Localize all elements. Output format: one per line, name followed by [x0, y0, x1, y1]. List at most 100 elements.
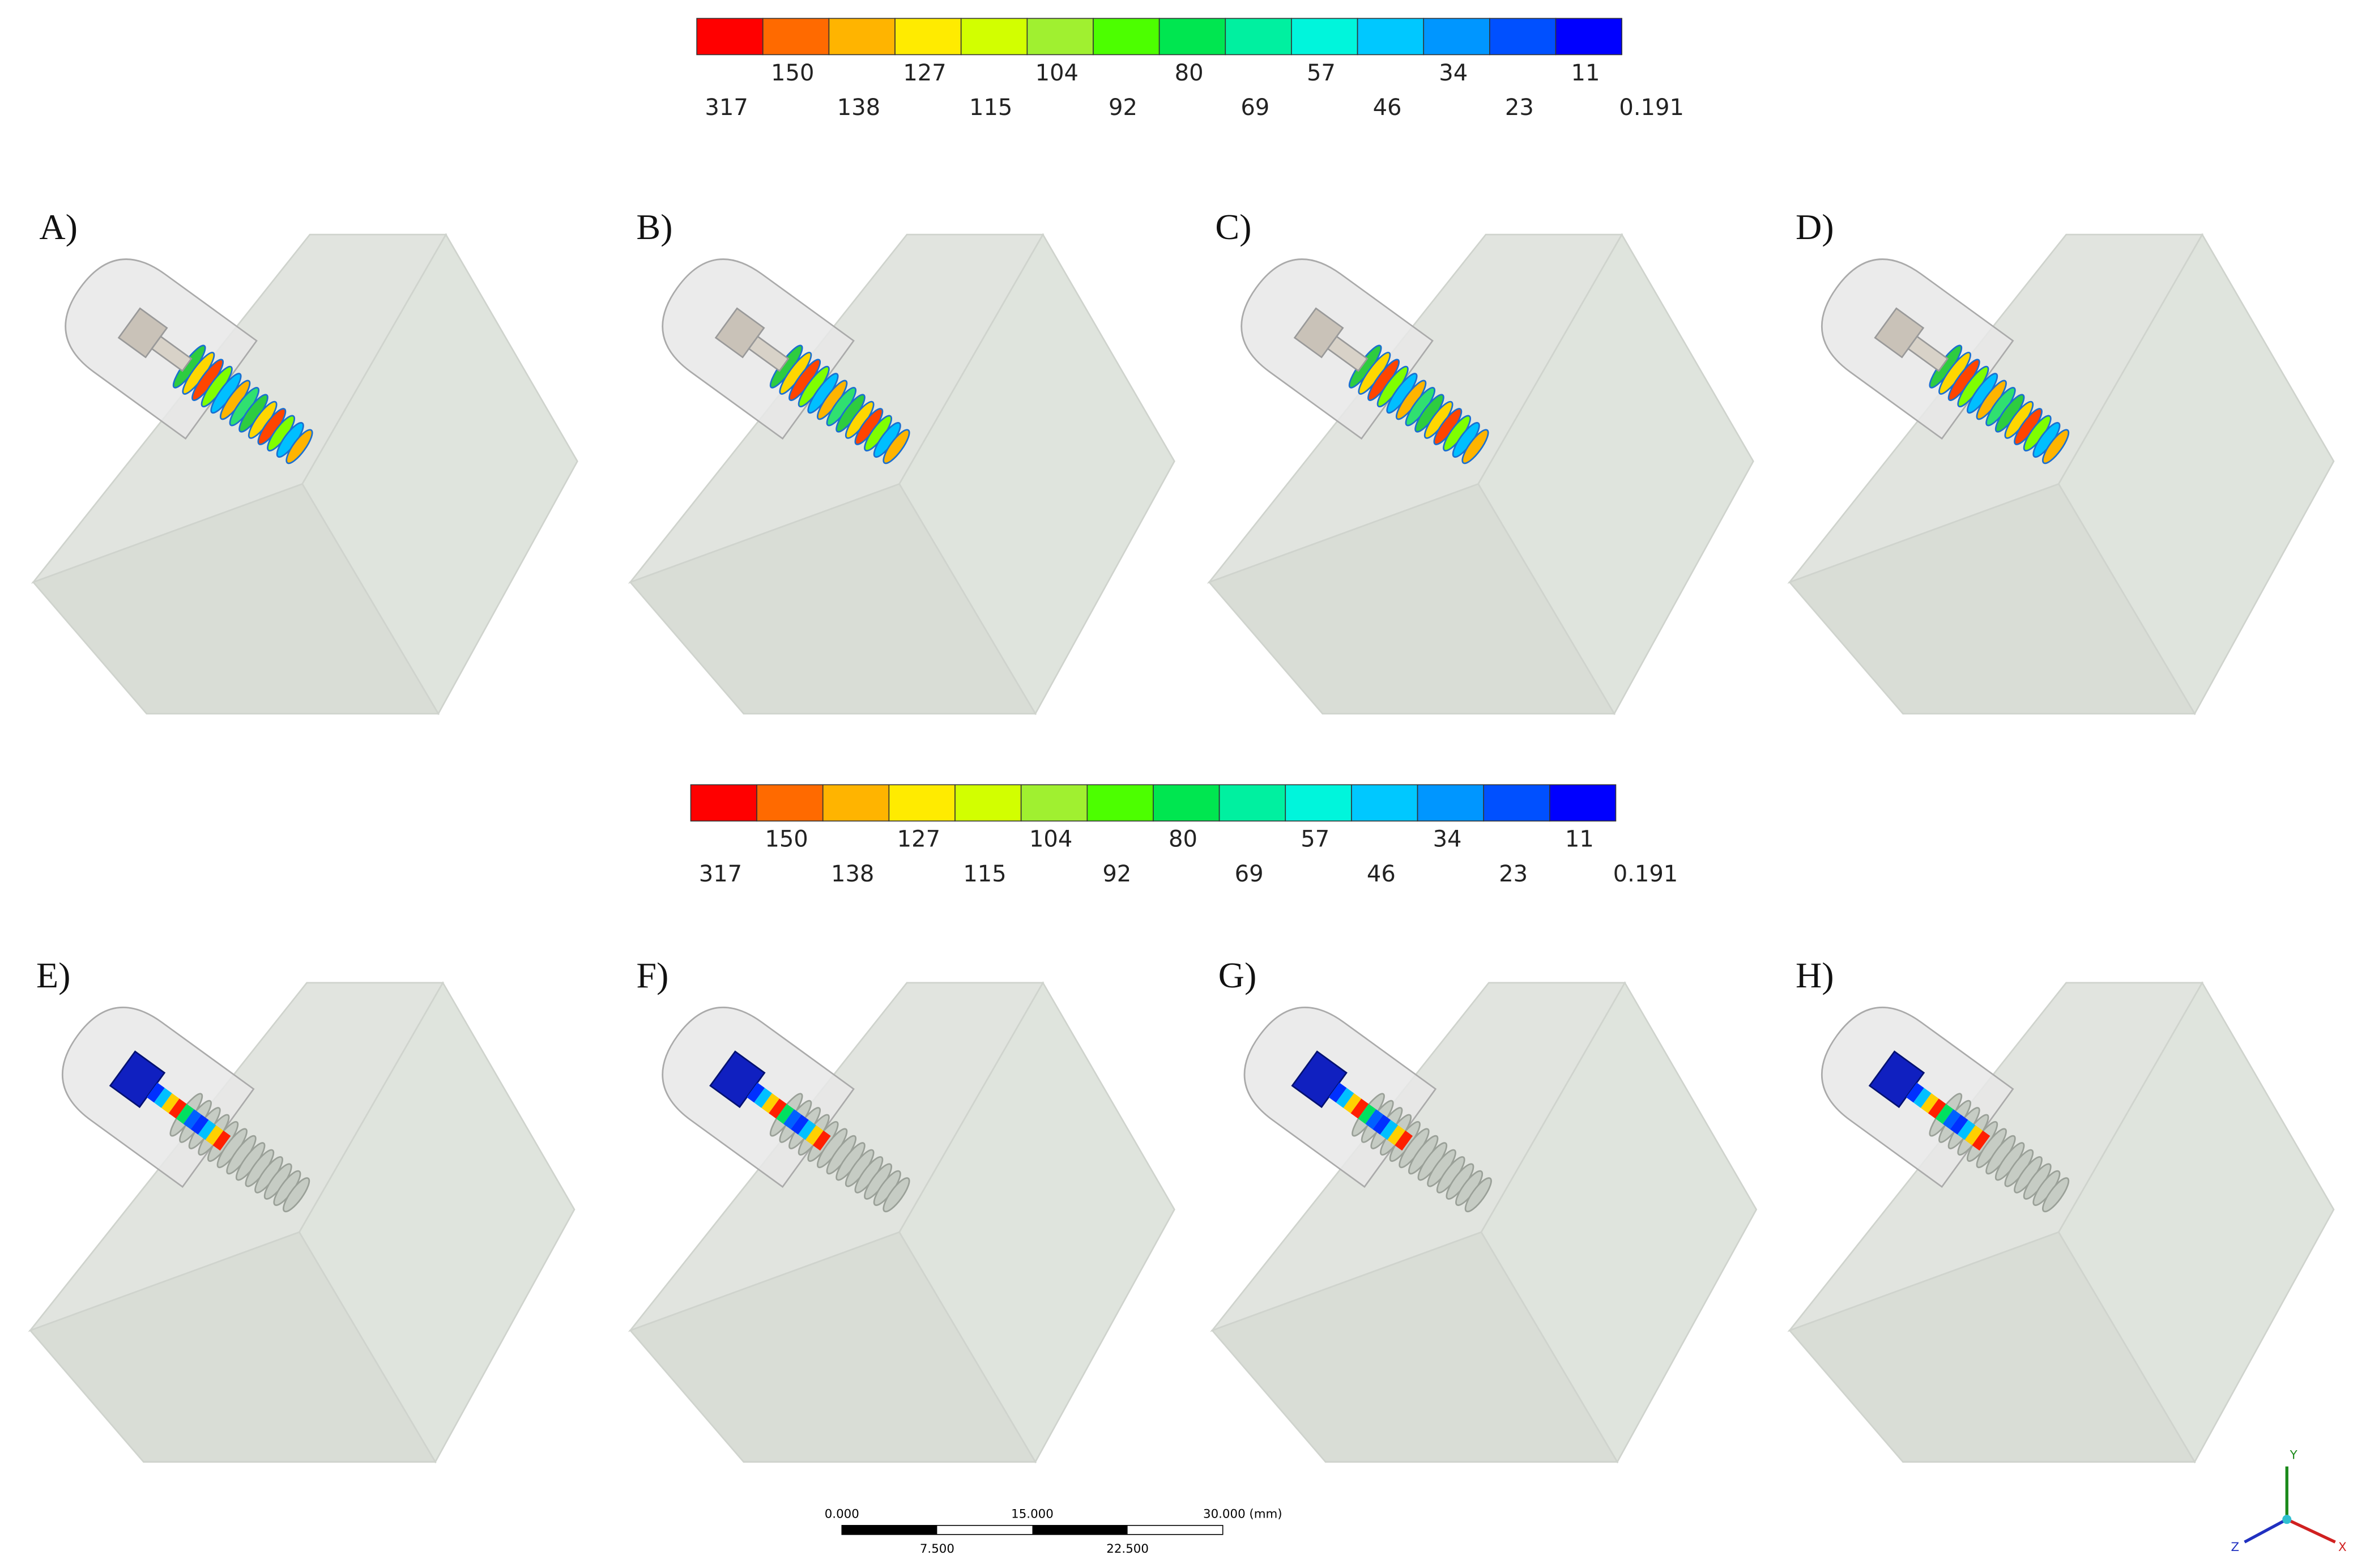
scale-label: 7.500	[920, 1542, 954, 1556]
colorbar-swatch	[1225, 18, 1292, 56]
colorbar-label: 34	[1433, 826, 1462, 853]
panel-label: D)	[1796, 207, 1834, 247]
implant	[1821, 1007, 2070, 1213]
colorbar-label: 115	[969, 95, 1012, 121]
colorbar: 150 127 104 80 57 34 11 317 138 115 92 69 46 23 0.191	[690, 784, 1678, 887]
panel: F)	[628, 955, 1175, 1464]
colorbar-label: 34	[1439, 60, 1468, 86]
thread	[285, 429, 313, 465]
scale-label: 15.000	[1011, 1507, 1054, 1521]
colorbar-label: 0.191	[1619, 95, 1684, 121]
screw-shaft	[1328, 1083, 1347, 1103]
colorbar-swatch	[1555, 18, 1622, 56]
screw-shaft	[190, 1114, 209, 1135]
colorbar-label: 11	[1571, 60, 1600, 86]
colorbar-label: 57	[1307, 60, 1336, 86]
implant	[65, 258, 313, 465]
colorbar-swatch	[1285, 784, 1352, 822]
colorbar-swatch	[1093, 18, 1160, 56]
colorbar-label: 80	[1169, 826, 1197, 853]
screw-shaft	[1935, 1103, 1954, 1124]
thread	[1464, 1177, 1492, 1213]
colorbar-swatch	[828, 18, 896, 56]
origin	[2282, 1515, 2292, 1524]
implant	[1243, 1007, 1492, 1213]
cube-face	[1208, 483, 1616, 715]
panel-label: B)	[636, 207, 672, 247]
panel: E)	[28, 955, 576, 1464]
implant	[662, 258, 910, 465]
colorbar-swatch	[1549, 784, 1617, 822]
colorbar-swatch	[894, 18, 962, 56]
screw-shaft	[154, 1088, 172, 1108]
colorbar-swatch	[960, 18, 1028, 56]
colorbar-label: 104	[1029, 826, 1072, 853]
screw-shaft	[1358, 1103, 1376, 1124]
panel: H)	[1787, 955, 2335, 1464]
axis-label: X	[2338, 1540, 2347, 1554]
scale-label: 0.000	[825, 1507, 859, 1521]
colorbar-label: 23	[1499, 861, 1528, 887]
colorbar-label: 69	[1235, 861, 1264, 887]
axis-triad: Y X Z	[2231, 1448, 2347, 1554]
colorbar-swatch	[888, 784, 956, 822]
screw-shaft	[146, 1083, 165, 1103]
thread	[1461, 429, 1489, 465]
colorbar-swatch	[690, 784, 757, 822]
screw-shaft	[1327, 335, 1369, 372]
screw-shaft	[1964, 1125, 1983, 1145]
colorbar-label: 115	[963, 861, 1006, 887]
screw-shaft	[805, 1125, 824, 1145]
scale-segment	[842, 1525, 937, 1535]
screw-shaft	[1350, 1098, 1369, 1119]
screw-shaft	[205, 1125, 224, 1145]
screw-shaft	[168, 1098, 187, 1119]
cube-face	[1210, 1231, 1619, 1463]
panel-label: A)	[39, 207, 78, 247]
colorbar-label: 150	[771, 60, 814, 86]
screw-shaft	[776, 1103, 794, 1124]
colorbar-swatch	[762, 18, 830, 56]
screw-shaft	[812, 1130, 831, 1151]
colorbar-swatch	[1291, 18, 1358, 56]
panel: A)	[31, 207, 578, 715]
screw-shaft	[1336, 1088, 1354, 1108]
implant	[1241, 258, 1489, 465]
panel-label: G)	[1218, 955, 1257, 995]
screw-shaft	[1957, 1119, 1976, 1140]
colorbar-label: 46	[1367, 861, 1396, 887]
colorbar-label: 23	[1505, 95, 1534, 121]
cube-face	[1788, 483, 2196, 715]
screw-shaft	[748, 335, 790, 372]
colorbar-swatch	[1489, 18, 1557, 56]
colorbar-swatch	[1153, 784, 1220, 822]
colorbar-swatch	[1357, 18, 1425, 56]
thread	[2042, 1177, 2070, 1213]
colorbar: 150 127 104 80 57 34 11 317 138 115 92 69 46 23 0.191	[696, 18, 1684, 121]
screw-shaft	[1380, 1119, 1399, 1140]
colorbar-label: 69	[1241, 95, 1269, 121]
colorbar-label: 80	[1175, 60, 1204, 86]
screw-shaft	[1387, 1125, 1406, 1145]
implant	[1821, 258, 2070, 465]
colorbar-label: 0.191	[1613, 861, 1678, 887]
screw-shaft	[747, 1083, 765, 1103]
colorbar-label: 92	[1102, 861, 1131, 887]
screw-shaft	[212, 1130, 231, 1151]
colorbar-label: 138	[837, 95, 880, 121]
screw-shaft	[198, 1119, 216, 1140]
screw-shaft	[798, 1119, 816, 1140]
screw-shaft	[1343, 1093, 1362, 1114]
panel-label: E)	[36, 955, 70, 995]
colorbar-swatch	[1351, 784, 1418, 822]
scale-label: 30.000 (mm)	[1203, 1507, 1282, 1521]
colorbar-label: 127	[897, 826, 940, 853]
axis-label: Z	[2231, 1540, 2240, 1554]
screw-shaft	[161, 1093, 180, 1114]
colorbar-swatch	[1483, 784, 1550, 822]
screw-shaft	[1950, 1114, 1968, 1135]
cube-face	[629, 483, 1037, 715]
colorbar-swatch	[1020, 784, 1088, 822]
implant	[662, 1007, 910, 1213]
screw-shaft	[1372, 1114, 1391, 1135]
